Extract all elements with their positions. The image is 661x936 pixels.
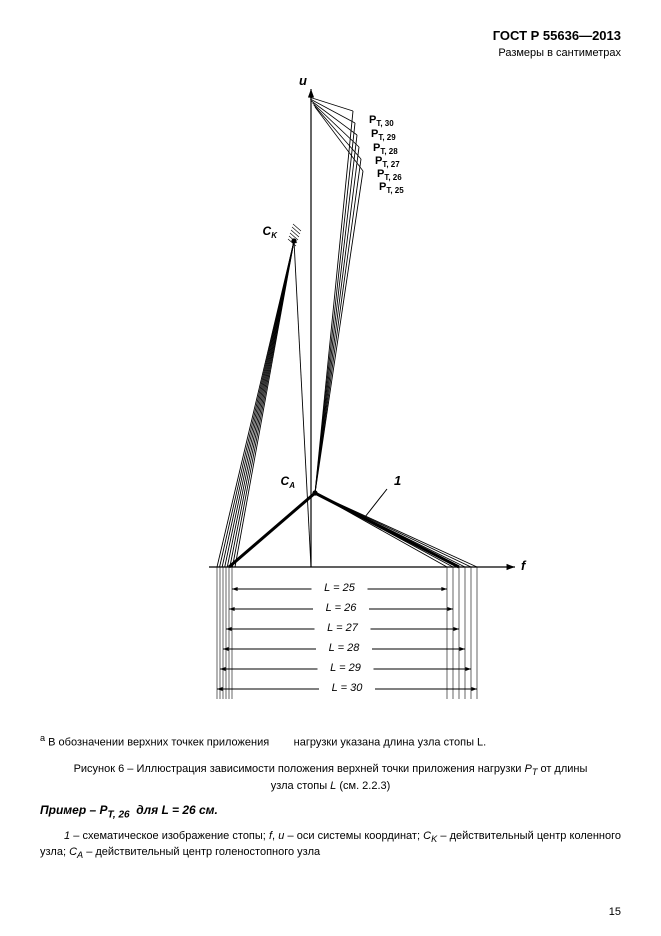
footnote: a В обозначении верхних точкек приложени… [40, 733, 621, 750]
svg-text:CK: CK [262, 224, 278, 240]
caption-body: Иллюстрация зависимости положения верхне… [136, 763, 587, 792]
footnote-text-1: В обозначении верхних точкек приложения [48, 737, 269, 749]
svg-text:L = 25: L = 25 [324, 582, 356, 594]
svg-text:L = 28: L = 28 [328, 642, 360, 654]
svg-text:L = 29: L = 29 [330, 662, 361, 674]
svg-text:PT, 26: PT, 26 [377, 168, 402, 182]
figure-caption: Рисунок 6 – Иллюстрация зависимости поло… [40, 762, 621, 793]
footnote-text-2: нагрузки указана длина узла стопы L. [294, 737, 487, 749]
svg-text:u: u [299, 73, 307, 88]
units-label: Размеры в сантиметрах [40, 47, 621, 59]
footnote-marker: a [40, 733, 45, 743]
svg-text:f: f [521, 558, 527, 573]
svg-text:L = 27: L = 27 [327, 622, 359, 634]
svg-text:PT, 25: PT, 25 [379, 181, 404, 195]
svg-text:CA: CA [280, 474, 295, 490]
example-line: Пример – PT, 26 для L = 26 см. [40, 803, 621, 820]
caption-prefix: Рисунок 6 – [74, 763, 137, 775]
svg-text:PT, 27: PT, 27 [375, 155, 400, 169]
standard-id: ГОСТ Р 55636—2013 [40, 28, 621, 43]
svg-text:L = 26: L = 26 [325, 602, 357, 614]
diagram-svg: u f PT, 30PT, 29PT, 28PT, 27PT, 26PT, 25 CK… [91, 67, 571, 727]
svg-text:PT, 30: PT, 30 [369, 114, 394, 128]
diagram-container: u f PT, 30PT, 29PT, 28PT, 27PT, 26PT, 25 CK… [40, 67, 621, 727]
svg-text:L = 30: L = 30 [331, 682, 363, 694]
page-number: 15 [609, 906, 621, 918]
svg-text:PT, 29: PT, 29 [371, 128, 396, 142]
legend-text: 1 – схематическое изображение стопы; f, … [40, 829, 621, 862]
svg-text:1: 1 [394, 473, 401, 488]
svg-text:PT, 28: PT, 28 [373, 142, 398, 156]
